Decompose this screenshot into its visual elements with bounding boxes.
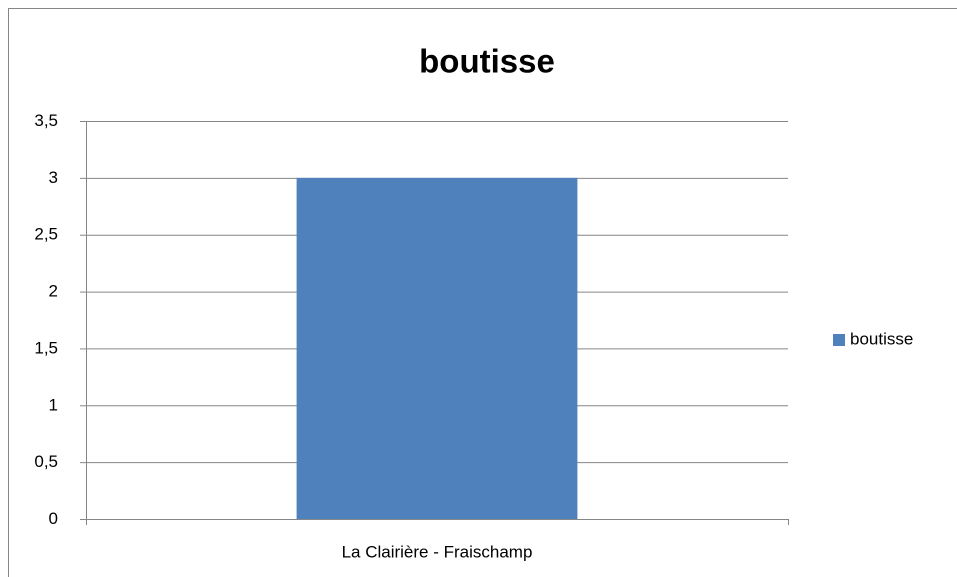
bar bbox=[296, 177, 578, 519]
legend-label: boutisse bbox=[850, 329, 913, 348]
y-tick-label: 2,5 bbox=[34, 225, 58, 244]
y-tick-label: 0 bbox=[49, 509, 58, 528]
y-tick-label: 2 bbox=[49, 282, 58, 301]
chart-title: boutisse bbox=[419, 43, 555, 80]
y-tick-label: 0,5 bbox=[34, 452, 58, 471]
legend-swatch bbox=[833, 334, 845, 346]
y-tick-label: 3,5 bbox=[34, 111, 58, 130]
y-tick-label: 1 bbox=[49, 395, 58, 414]
chart-border bbox=[8, 8, 957, 577]
y-tick-label: 3 bbox=[49, 168, 58, 187]
x-tick-label: La Clairière - Fraischamp bbox=[342, 542, 533, 561]
y-tick-label: 1,5 bbox=[34, 338, 58, 357]
